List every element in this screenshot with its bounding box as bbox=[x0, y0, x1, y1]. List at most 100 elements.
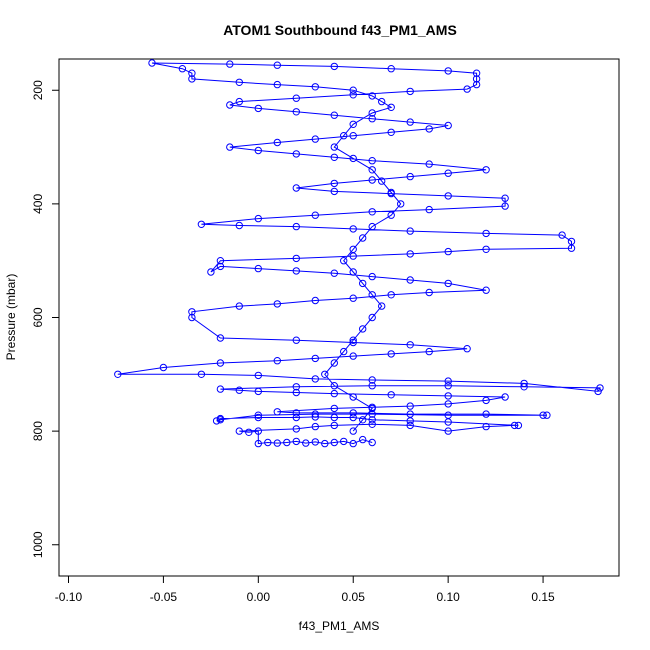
data-point bbox=[216, 257, 225, 265]
data-point bbox=[472, 69, 481, 77]
data-point bbox=[292, 409, 300, 417]
data-point bbox=[216, 385, 225, 393]
data-point bbox=[368, 313, 376, 322]
data-point bbox=[368, 176, 376, 184]
data-point bbox=[235, 386, 244, 394]
data-point bbox=[567, 237, 576, 246]
data-point bbox=[349, 225, 357, 233]
data-point bbox=[254, 371, 262, 380]
data-point bbox=[368, 291, 376, 299]
x-tick-label: 0.05 bbox=[342, 590, 366, 604]
data-point bbox=[292, 336, 300, 344]
data-point bbox=[543, 411, 551, 419]
data-point bbox=[311, 410, 319, 418]
data-point bbox=[292, 437, 300, 446]
data-point bbox=[330, 438, 338, 447]
data-point bbox=[235, 97, 244, 106]
data-point bbox=[482, 229, 490, 238]
data-point bbox=[359, 435, 367, 444]
data-point bbox=[226, 143, 234, 151]
data-point bbox=[444, 121, 452, 130]
data-point bbox=[378, 97, 386, 106]
data-point bbox=[245, 428, 253, 436]
data-point bbox=[273, 61, 281, 69]
data-point bbox=[114, 370, 122, 378]
data-point bbox=[387, 391, 395, 399]
x-axis: -0.10 -0.05 0.00 0.05 0.10 0.15 bbox=[55, 575, 555, 604]
data-point bbox=[292, 150, 300, 158]
data-point bbox=[514, 421, 523, 430]
data-point bbox=[349, 245, 357, 254]
data-point bbox=[340, 132, 348, 140]
data-point bbox=[311, 83, 319, 91]
data-point bbox=[273, 357, 281, 365]
data-point bbox=[340, 257, 348, 265]
data-point bbox=[311, 413, 319, 421]
data-point bbox=[378, 177, 386, 185]
data-point bbox=[254, 411, 262, 419]
data-point bbox=[254, 146, 262, 155]
data-point bbox=[444, 279, 452, 288]
data-point bbox=[368, 438, 376, 447]
data-point bbox=[254, 214, 262, 223]
data-point bbox=[387, 188, 395, 197]
data-point bbox=[472, 75, 481, 83]
data-point bbox=[368, 376, 376, 384]
data-point bbox=[311, 438, 319, 446]
data-point bbox=[520, 383, 528, 391]
data-point bbox=[349, 154, 357, 163]
data-point bbox=[254, 104, 262, 113]
data-point bbox=[292, 388, 300, 397]
data-point bbox=[212, 417, 221, 425]
data-point bbox=[302, 439, 310, 447]
data-point bbox=[311, 422, 319, 431]
data-series bbox=[114, 59, 604, 448]
data-point bbox=[330, 111, 338, 119]
data-point bbox=[444, 382, 452, 390]
data-point bbox=[406, 421, 414, 430]
data-point bbox=[349, 427, 357, 435]
data-point bbox=[330, 269, 338, 277]
data-point bbox=[368, 416, 376, 424]
data-point bbox=[368, 115, 376, 123]
y-axis-label: Pressure (mbar) bbox=[4, 274, 18, 361]
data-point bbox=[216, 416, 225, 424]
data-point bbox=[264, 438, 272, 447]
x-tick-label: 0.10 bbox=[436, 590, 460, 604]
data-point bbox=[397, 200, 405, 208]
data-point bbox=[444, 247, 452, 256]
data-point bbox=[359, 279, 367, 288]
data-point bbox=[330, 62, 338, 71]
data-point bbox=[254, 387, 262, 396]
data-point bbox=[349, 409, 357, 417]
data-point bbox=[148, 59, 156, 67]
data-point bbox=[472, 80, 481, 89]
data-point bbox=[501, 194, 509, 202]
x-tick-label: -0.10 bbox=[55, 590, 83, 604]
data-point bbox=[292, 222, 300, 231]
data-point bbox=[359, 325, 367, 333]
data-point bbox=[482, 396, 490, 405]
data-point bbox=[207, 268, 215, 276]
data-point bbox=[444, 411, 452, 419]
data-point bbox=[387, 211, 395, 219]
data-point bbox=[330, 413, 338, 422]
data-point bbox=[594, 387, 602, 396]
data-point bbox=[330, 359, 338, 367]
data-point bbox=[197, 370, 206, 378]
data-point bbox=[216, 359, 225, 367]
data-point bbox=[425, 347, 433, 356]
data-point bbox=[235, 221, 244, 230]
data-point bbox=[349, 413, 357, 422]
data-point bbox=[330, 382, 338, 390]
data-point bbox=[368, 92, 376, 100]
data-point bbox=[359, 416, 367, 424]
data-point bbox=[216, 262, 225, 271]
data-point bbox=[463, 345, 471, 353]
y-tick-label: 600 bbox=[31, 307, 45, 327]
data-point bbox=[406, 402, 414, 410]
data-point bbox=[188, 308, 196, 316]
data-point bbox=[330, 153, 338, 162]
data-point bbox=[596, 384, 604, 392]
data-point bbox=[406, 341, 414, 349]
